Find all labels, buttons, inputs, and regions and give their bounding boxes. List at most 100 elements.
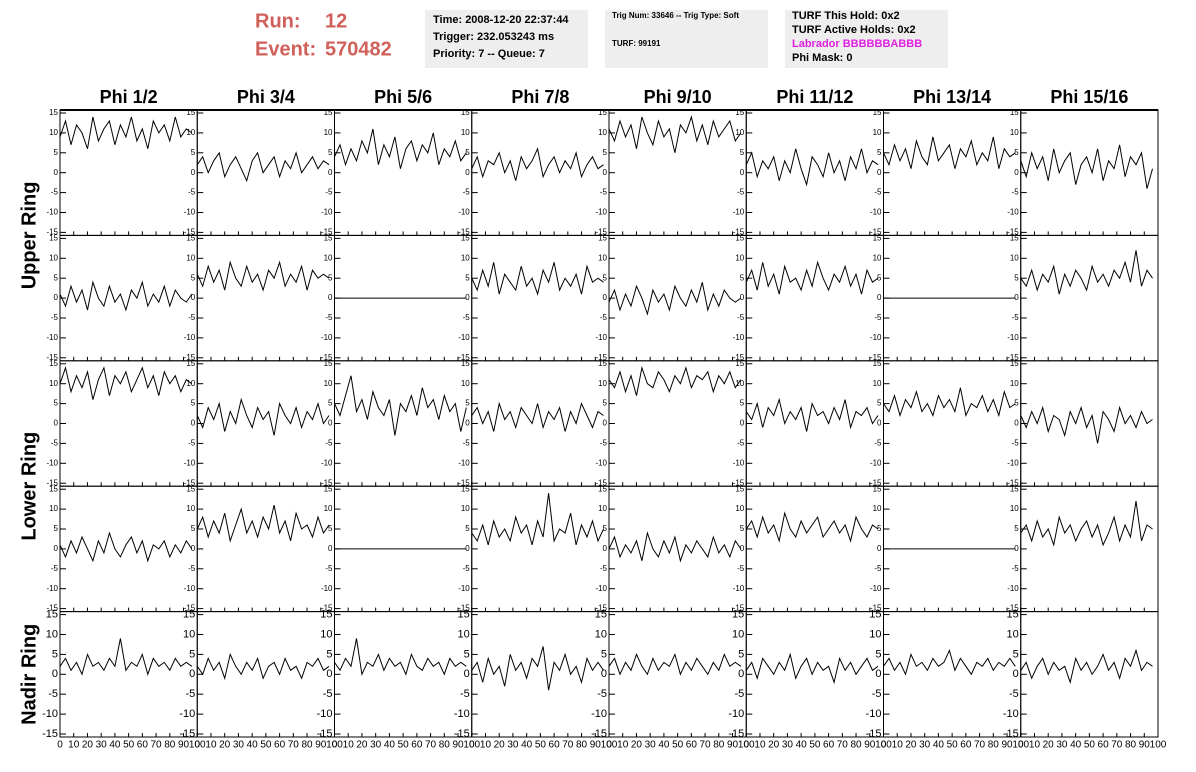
y-tick-label: 5 [54, 273, 59, 282]
y-tick-label: -15 [321, 478, 333, 487]
x-tick-label: 30 [96, 740, 108, 751]
y-tick-label: -10 [728, 708, 744, 720]
column-title: Phi 5/6 [374, 87, 432, 107]
y-tick-label: 5 [1013, 648, 1019, 660]
y-tick-label: 5 [54, 399, 59, 408]
panel-frame [471, 611, 610, 738]
panel-frame [196, 109, 335, 236]
y-tick-label: -15 [184, 604, 196, 613]
y-tick-label: -15 [46, 478, 58, 487]
x-tick-label: 50 [535, 740, 547, 751]
y-tick-label: -5 [188, 439, 196, 448]
y-tick-label: 5 [1014, 148, 1019, 157]
x-tick-label: 90 [864, 740, 876, 751]
x-tick-label: 90 [1139, 740, 1151, 751]
y-tick-label: -10 [1007, 458, 1019, 467]
x-tick-label: 70 [562, 740, 574, 751]
y-tick-label: 15 [186, 234, 195, 243]
y-tick-label: 15 [183, 609, 195, 621]
y-tick-label: -5 [463, 564, 471, 573]
info-text: Trig Num: 33646 -- Trig Type: Soft [612, 11, 739, 20]
panel-frame [608, 611, 747, 738]
y-tick-label: -5 [1012, 188, 1020, 197]
x-tick-label: 60 [686, 740, 698, 751]
y-tick-label: -15 [1007, 478, 1019, 487]
y-tick-label: 5 [740, 399, 745, 408]
y-tick-label: -15 [458, 228, 470, 237]
x-tick-label: 100 [463, 740, 480, 751]
y-tick-label: 10 [873, 379, 882, 388]
x-tick-label: 70 [837, 740, 849, 751]
y-tick-label: 15 [49, 108, 58, 117]
panel-frame [1020, 611, 1159, 738]
y-tick-label: 5 [601, 648, 607, 660]
y-tick-label: -10 [733, 584, 745, 593]
y-tick-label: 0 [1013, 668, 1019, 680]
y-tick-label: -15 [458, 604, 470, 613]
y-tick-label: -10 [46, 208, 58, 217]
y-tick-label: 0 [328, 419, 333, 428]
x-tick-label: 40 [796, 740, 808, 751]
x-tick-label: 30 [233, 740, 245, 751]
y-tick-label: -15 [321, 353, 333, 362]
x-tick-label: 40 [384, 740, 396, 751]
x-tick-label: 100 [326, 740, 343, 751]
waveform [334, 375, 467, 436]
y-tick-label: -10 [321, 458, 333, 467]
y-tick-label: 10 [186, 504, 195, 513]
y-tick-label: 5 [603, 148, 608, 157]
y-tick-label: -15 [733, 478, 745, 487]
x-tick-label: 20 [82, 740, 94, 751]
y-tick-label: 5 [464, 648, 470, 660]
y-tick-label: 0 [54, 544, 59, 553]
waveform [608, 652, 742, 676]
y-tick-label: 10 [873, 504, 882, 513]
x-tick-label: 0 [469, 740, 475, 751]
y-tick-label: 5 [1014, 524, 1019, 533]
x-tick-label: 20 [768, 740, 780, 751]
waveform [471, 262, 604, 296]
y-tick-label: -5 [600, 564, 608, 573]
y-tick-label: 0 [603, 293, 608, 302]
x-tick-label: 70 [151, 740, 163, 751]
y-tick-label: 5 [191, 399, 196, 408]
y-tick-label: 15 [461, 234, 470, 243]
x-tick-label: 60 [960, 740, 972, 751]
panel-frame [608, 234, 747, 362]
x-tick-label: 30 [919, 740, 931, 751]
y-tick-label: -5 [463, 439, 471, 448]
y-tick-label: -15 [1007, 353, 1019, 362]
y-tick-label: 10 [1010, 379, 1019, 388]
panel-frame [745, 485, 884, 613]
panel-frame [1020, 234, 1159, 362]
y-tick-label: -10 [184, 333, 196, 342]
y-tick-label: 5 [465, 148, 470, 157]
x-tick-label: 60 [549, 740, 561, 751]
y-tick-label: 10 [186, 379, 195, 388]
ring-label: Lower Ring [18, 432, 40, 541]
y-tick-label: -10 [454, 708, 470, 720]
y-tick-label: 10 [1010, 504, 1019, 513]
y-tick-label: -5 [188, 313, 196, 322]
y-tick-label: 5 [326, 648, 332, 660]
y-tick-label: -10 [1007, 584, 1019, 593]
x-tick-label: 0 [743, 740, 749, 751]
y-tick-label: 15 [49, 234, 58, 243]
y-tick-label: -15 [1007, 604, 1019, 613]
y-tick-label: -15 [595, 478, 607, 487]
y-tick-label: 15 [735, 484, 744, 493]
waveform [1020, 405, 1153, 444]
y-tick-label: -5 [737, 564, 745, 573]
y-tick-label: 0 [603, 168, 608, 177]
x-tick-label: 40 [933, 740, 945, 751]
y-tick-label: -5 [734, 688, 744, 700]
y-tick-label: -15 [179, 728, 195, 740]
x-tick-label: 80 [164, 740, 176, 751]
x-tick-label: 10 [68, 740, 80, 751]
y-tick-label: 15 [461, 359, 470, 368]
waveform [196, 151, 330, 183]
x-tick-label: 30 [370, 740, 382, 751]
y-tick-label: 0 [1014, 544, 1019, 553]
y-tick-label: 0 [603, 544, 608, 553]
y-tick-label: -5 [463, 313, 471, 322]
